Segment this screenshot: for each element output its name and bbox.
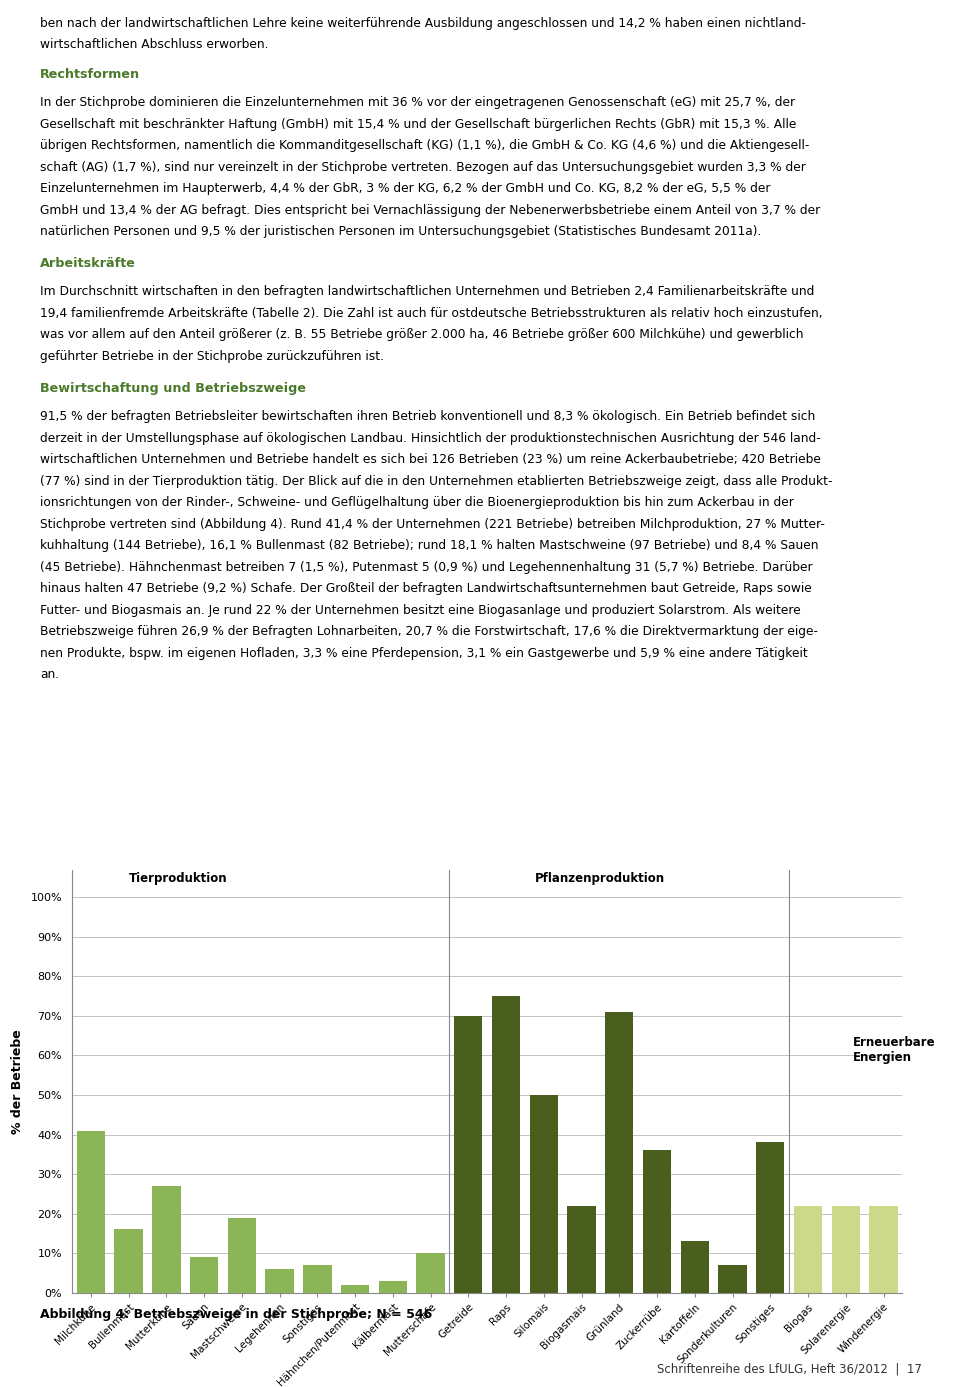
Text: Rechtsformen: Rechtsformen xyxy=(40,68,140,82)
Bar xyxy=(378,1280,407,1293)
Text: Im Durchschnitt wirtschaften in den befragten landwirtschaftlichen Unternehmen u: Im Durchschnitt wirtschaften in den befr… xyxy=(40,286,815,298)
Text: wirtschaftlichen Unternehmen und Betriebe handelt es sich bei 126 Betrieben (23 : wirtschaftlichen Unternehmen und Betrieb… xyxy=(40,454,821,466)
Bar xyxy=(681,1241,708,1293)
Text: Tierproduktion: Tierproduktion xyxy=(129,872,228,885)
Bar xyxy=(190,1257,218,1293)
Text: Einzelunternehmen im Haupterwerb, 4,4 % der GbR, 3 % der KG, 6,2 % der GmbH und : Einzelunternehmen im Haupterwerb, 4,4 % … xyxy=(40,182,771,196)
Text: (77 %) sind in der Tierproduktion tätig. Der Blick auf die in den Unternehmen et: (77 %) sind in der Tierproduktion tätig.… xyxy=(40,474,833,488)
Text: Bewirtschaftung und Betriebszweige: Bewirtschaftung und Betriebszweige xyxy=(40,381,306,395)
Text: Pflanzenproduktion: Pflanzenproduktion xyxy=(536,872,665,885)
Bar xyxy=(454,1015,483,1293)
Text: Futter- und Biogasmais an. Je rund 22 % der Unternehmen besitzt eine Biogasanlag: Futter- und Biogasmais an. Je rund 22 % … xyxy=(40,603,801,617)
Bar xyxy=(605,1013,634,1293)
Text: Erneuerbare
Energien: Erneuerbare Energien xyxy=(853,1036,936,1064)
Bar xyxy=(530,1094,558,1293)
Text: Abbildung 4: Betriebszweige in der Stichprobe; N = 546: Abbildung 4: Betriebszweige in der Stich… xyxy=(40,1308,433,1320)
Text: geführter Betriebe in der Stichprobe zurückzuführen ist.: geführter Betriebe in der Stichprobe zur… xyxy=(40,350,384,363)
Text: an.: an. xyxy=(40,669,60,681)
Text: natürlichen Personen und 9,5 % der juristischen Personen im Untersuchungsgebiet : natürlichen Personen und 9,5 % der juris… xyxy=(40,225,761,239)
Bar xyxy=(153,1186,180,1293)
Text: (45 Betriebe). Hähnchenmast betreiben 7 (1,5 %), Putenmast 5 (0,9 %) und Legehen: (45 Betriebe). Hähnchenmast betreiben 7 … xyxy=(40,560,813,574)
Text: In der Stichprobe dominieren die Einzelunternehmen mit 36 % vor der eingetragene: In der Stichprobe dominieren die Einzelu… xyxy=(40,96,796,110)
Bar xyxy=(228,1218,256,1293)
Text: übrigen Rechtsformen, namentlich die Kommanditgesellschaft (KG) (1,1 %), die Gmb: übrigen Rechtsformen, namentlich die Kom… xyxy=(40,139,809,153)
Text: Stichprobe vertreten sind (Abbildung 4). Rund 41,4 % der Unternehmen (221 Betrie: Stichprobe vertreten sind (Abbildung 4).… xyxy=(40,517,826,531)
Bar xyxy=(303,1265,331,1293)
Text: kuhhaltung (144 Betriebe), 16,1 % Bullenmast (82 Betriebe); rund 18,1 % halten M: kuhhaltung (144 Betriebe), 16,1 % Bullen… xyxy=(40,540,819,552)
Text: Schriftenreihe des LfULG, Heft 36/2012  |  17: Schriftenreihe des LfULG, Heft 36/2012 |… xyxy=(657,1363,922,1376)
Bar xyxy=(417,1252,444,1293)
Bar xyxy=(718,1265,747,1293)
Y-axis label: % der Betriebe: % der Betriebe xyxy=(11,1029,24,1133)
Bar xyxy=(266,1269,294,1293)
Text: Betriebszweige führen 26,9 % der Befragten Lohnarbeiten, 20,7 % die Forstwirtsch: Betriebszweige führen 26,9 % der Befragt… xyxy=(40,626,818,638)
Text: 91,5 % der befragten Betriebsleiter bewirtschaften ihren Betrieb konventionell u: 91,5 % der befragten Betriebsleiter bewi… xyxy=(40,411,816,423)
Text: Arbeitskräfte: Arbeitskräfte xyxy=(40,258,136,270)
Bar xyxy=(831,1205,860,1293)
Bar xyxy=(341,1284,370,1293)
Bar xyxy=(870,1205,898,1293)
Bar xyxy=(794,1205,822,1293)
Text: derzeit in der Umstellungsphase auf ökologischen Landbau. Hinsichtlich der produ: derzeit in der Umstellungsphase auf ökol… xyxy=(40,431,821,445)
Text: 19,4 familienfremde Arbeitskräfte (Tabelle 2). Die Zahl ist auch für ostdeutsche: 19,4 familienfremde Arbeitskräfte (Tabel… xyxy=(40,307,823,320)
Bar xyxy=(643,1150,671,1293)
Bar xyxy=(567,1205,596,1293)
Text: Gesellschaft mit beschränkter Haftung (GmbH) mit 15,4 % und der Gesellschaft bür: Gesellschaft mit beschränkter Haftung (G… xyxy=(40,118,797,130)
Text: was vor allem auf den Anteil größerer (z. B. 55 Betriebe größer 2.000 ha, 46 Bet: was vor allem auf den Anteil größerer (z… xyxy=(40,329,804,341)
Bar xyxy=(492,996,520,1293)
Text: ben nach der landwirtschaftlichen Lehre keine weiterführende Ausbildung angeschl: ben nach der landwirtschaftlichen Lehre … xyxy=(40,17,806,29)
Text: nen Produkte, bspw. im eigenen Hofladen, 3,3 % eine Pferdepension, 3,1 % ein Gas: nen Produkte, bspw. im eigenen Hofladen,… xyxy=(40,646,808,660)
Text: ionsrichtungen von der Rinder-, Schweine- und Geflügelhaltung über die Bioenergi: ionsrichtungen von der Rinder-, Schweine… xyxy=(40,497,794,509)
Bar xyxy=(114,1229,143,1293)
Text: GmbH und 13,4 % der AG befragt. Dies entspricht bei Vernachlässigung der Nebener: GmbH und 13,4 % der AG befragt. Dies ent… xyxy=(40,204,821,216)
Text: schaft (AG) (1,7 %), sind nur vereinzelt in der Stichprobe vertreten. Bezogen au: schaft (AG) (1,7 %), sind nur vereinzelt… xyxy=(40,161,806,173)
Bar xyxy=(756,1143,784,1293)
Text: hinaus halten 47 Betriebe (9,2 %) Schafe. Der Großteil der befragten Landwirtsch: hinaus halten 47 Betriebe (9,2 %) Schafe… xyxy=(40,583,812,595)
Text: wirtschaftlichen Abschluss erworben.: wirtschaftlichen Abschluss erworben. xyxy=(40,37,269,51)
Bar xyxy=(77,1130,105,1293)
